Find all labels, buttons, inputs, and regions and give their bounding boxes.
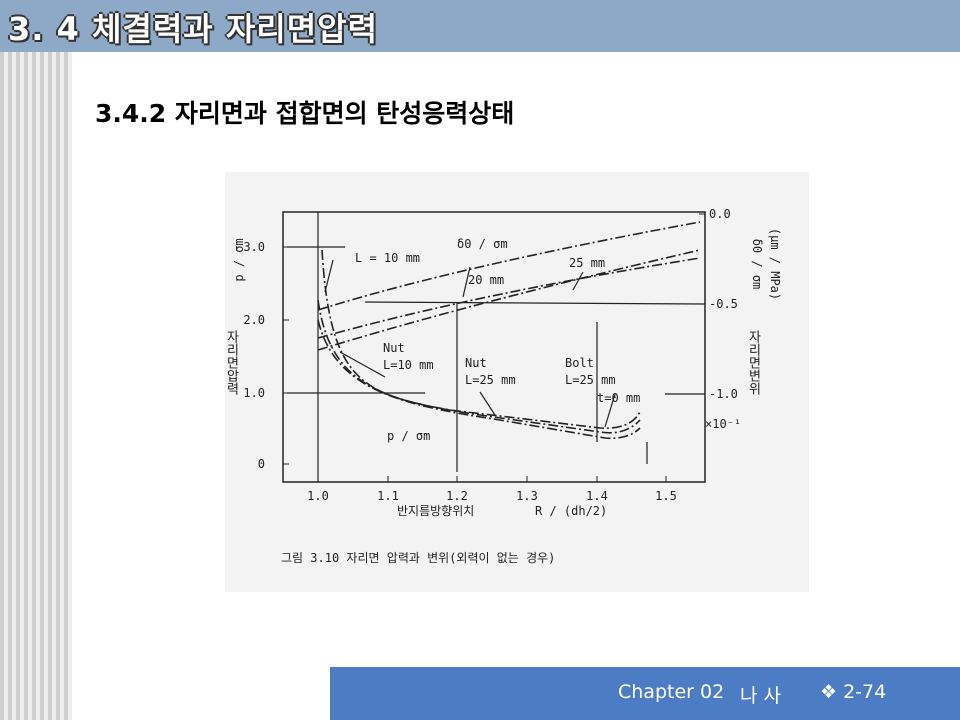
footer-chapter: Chapter 02 <box>618 681 725 703</box>
annotation: Nut <box>465 356 487 370</box>
heading: 3.4.2 자리면과 접합면의 탄성응력상태 <box>95 99 515 128</box>
figure: 0 1.0 2.0 3.0 0.0 -0.5 -1.0 1.0 1.1 1.2 … <box>225 172 809 592</box>
right-tick-label: 0.0 <box>709 207 731 221</box>
left-axis-label: p / σm <box>232 238 246 281</box>
annotation: t=0 mm <box>597 391 640 405</box>
x-axis-label: R / (dh/2) <box>535 504 607 518</box>
annotation: L = 10 mm <box>355 251 420 265</box>
pressure-curve <box>317 319 641 440</box>
annotation: p / σm <box>387 429 430 443</box>
right-tick-label: -1.0 <box>709 387 738 401</box>
right-axis-scale: ×10⁻¹ <box>705 417 741 431</box>
ticks <box>283 213 705 482</box>
slide-title: 3. 4 체결력과 자리면압력 <box>8 10 379 48</box>
displacement-curve <box>317 257 701 339</box>
title-bar: 3. 4 체결력과 자리면압력 <box>0 0 960 52</box>
left-tick-label: 0 <box>258 457 265 471</box>
displacement-curve <box>317 221 701 311</box>
annotation: 25 mm <box>569 256 605 270</box>
right-axis-unit: (μm / MPa) <box>768 228 782 300</box>
annotation: δ0 / σm <box>457 237 508 251</box>
annotation: L=10 mm <box>383 358 434 372</box>
ref-line <box>364 301 706 305</box>
annotation: Nut <box>383 341 405 355</box>
x-axis-title: 반지름방향위치 <box>397 504 474 518</box>
left-tick-label: 1.0 <box>243 386 265 400</box>
x-tick-label: 1.2 <box>446 489 468 503</box>
left-tick-label: 3.0 <box>243 240 265 254</box>
footer-bar: Chapter 02 나 사 ❖ 2-74 <box>330 667 960 720</box>
left-axis-title: 자리면압력 <box>225 330 239 395</box>
footer-subject: 나 사 <box>740 685 781 707</box>
footer-page: ❖ 2-74 <box>820 681 887 703</box>
annotation: 20 mm <box>468 273 504 287</box>
x-tick-label: 1.0 <box>307 489 329 503</box>
figure-background <box>225 172 809 592</box>
annotation: Bolt <box>565 356 594 370</box>
arrows <box>324 259 648 464</box>
plot-frame <box>282 211 706 483</box>
x-tick-label: 1.1 <box>377 489 399 503</box>
right-tick-label: -0.5 <box>709 297 738 311</box>
x-tick-label: 1.4 <box>586 489 608 503</box>
annotation: L=25 mm <box>465 373 516 387</box>
sidebar <box>0 0 72 720</box>
right-axis-title: 자리면변위 <box>746 330 761 395</box>
caption: 그림 3.10 자리면 압력과 변위(외력이 없는 경우) <box>281 551 555 565</box>
pressure-curve <box>317 299 641 434</box>
x-tick-label: 1.5 <box>655 489 677 503</box>
left-tick-label: 2.0 <box>243 313 265 327</box>
x-tick-label: 1.3 <box>516 489 538 503</box>
displacement-curve <box>317 249 701 351</box>
right-axis-label: δ0 / σm <box>750 239 764 290</box>
annotation: L=25 mm <box>565 373 616 387</box>
